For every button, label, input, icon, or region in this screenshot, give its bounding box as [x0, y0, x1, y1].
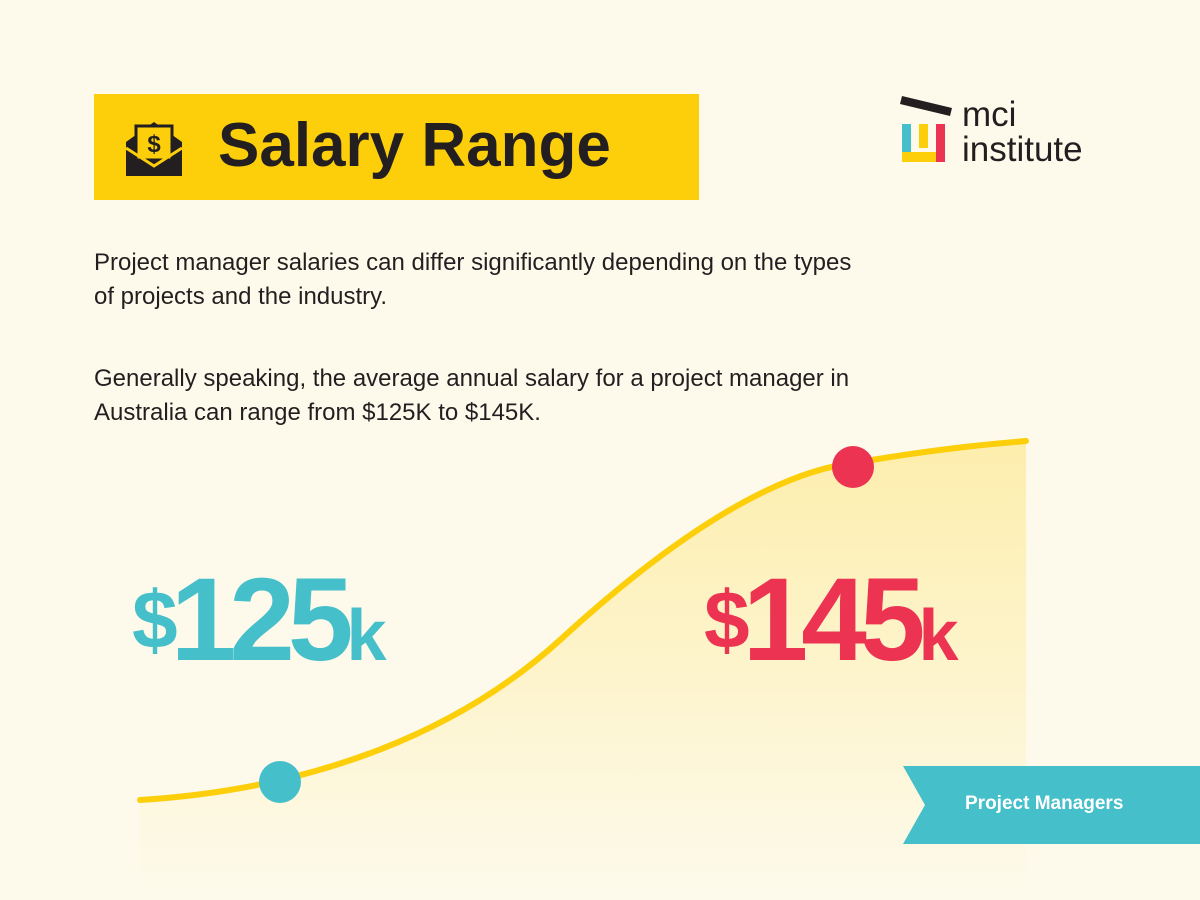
- salary-low-suffix: k: [346, 596, 387, 676]
- logo-text-mci: mci: [962, 95, 1017, 134]
- salary-curve-line: [137, 438, 1029, 803]
- high-point-marker: [832, 446, 874, 488]
- title-banner: $ Salary Range: [94, 94, 699, 200]
- salary-low-amount: 125: [170, 554, 354, 686]
- salary-low-currency: $: [132, 575, 178, 666]
- salary-paragraph: Generally speaking, the average annual s…: [94, 365, 850, 426]
- svg-text:$: $: [147, 131, 161, 158]
- salary-high-currency: $: [704, 575, 750, 666]
- category-tag: Project Managers: [903, 766, 1200, 844]
- salary-high-suffix: k: [918, 596, 959, 676]
- money-envelope-icon: $: [125, 122, 183, 176]
- intro-paragraph: Project manager salaries can differ sign…: [94, 249, 852, 310]
- category-tag-label: Project Managers: [965, 793, 1124, 814]
- salary-high-value: $145k: [704, 560, 959, 696]
- curve-fill-area: [140, 441, 1026, 900]
- salary-high-amount: 145: [742, 554, 926, 686]
- mci-institute-logo: mci institute: [900, 94, 1110, 170]
- logo-text-institute: institute: [962, 130, 1083, 169]
- page-title: Salary Range: [218, 111, 611, 180]
- logo-mark-icon: [900, 96, 952, 162]
- salary-low-value: $125k: [132, 560, 387, 696]
- tag-ribbon-shape: [903, 766, 1200, 844]
- low-point-marker: [259, 761, 301, 803]
